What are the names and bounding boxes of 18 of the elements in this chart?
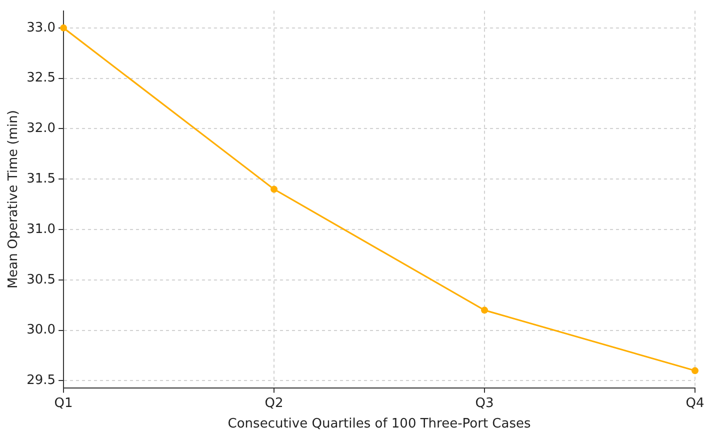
- y-tick-label: 33.0: [26, 20, 56, 36]
- x-tick-label: Q2: [264, 396, 284, 411]
- y-tick-label: 31.5: [26, 172, 56, 187]
- y-tick-label: 30.5: [26, 272, 56, 288]
- y-tick-label: 32.5: [26, 70, 56, 86]
- y-tick-label: 32.0: [26, 121, 56, 136]
- x-tick-label: Q1: [54, 396, 73, 411]
- x-tick-label: Q3: [475, 396, 494, 411]
- point: [270, 186, 278, 193]
- y-tick-label: 30.0: [26, 322, 56, 338]
- point: [692, 367, 698, 374]
- x-axis-title: Consecutive Quartiles of 100 Three-Port Cases: [228, 416, 531, 432]
- point: [60, 24, 68, 32]
- y-tick-label: 31.0: [26, 222, 56, 237]
- point: [481, 306, 488, 314]
- x-tick-label: Q4: [686, 396, 704, 411]
- y-axis-title: Mean Operative Time (min): [6, 110, 22, 289]
- y-tick-label: 29.5: [26, 373, 56, 388]
